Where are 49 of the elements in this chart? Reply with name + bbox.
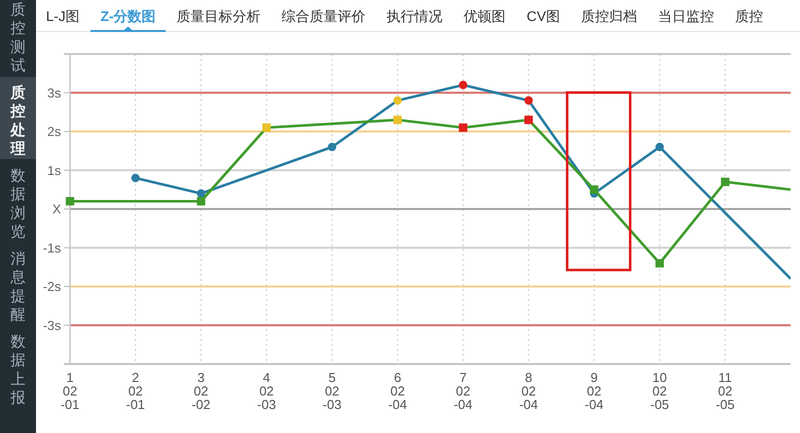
y-tick-label: -1s <box>42 240 62 256</box>
point <box>458 123 468 132</box>
point <box>524 96 533 105</box>
y-tick-label: 1s <box>47 162 62 178</box>
y-tick-label: X <box>52 202 62 216</box>
text: 质控归档 <box>581 8 638 24</box>
text: 质控 <box>735 8 764 24</box>
y-tick-label: 3s <box>47 85 62 100</box>
y-tick-label: -2s <box>42 279 62 294</box>
text: 优顿图 <box>464 8 506 24</box>
point <box>590 185 598 194</box>
point <box>196 197 206 206</box>
text: 质控处理 <box>10 84 26 158</box>
x-tick-label: 3 02 -02 <box>192 370 210 412</box>
y-tick-label: -3s <box>42 318 62 333</box>
text: L-J图 <box>46 8 80 24</box>
x-tick-label: 10 02 -05 <box>650 370 670 412</box>
point <box>66 197 74 206</box>
x-tick-label: 5 02 -03 <box>322 370 342 412</box>
point <box>655 142 664 152</box>
point <box>655 259 664 268</box>
point <box>262 123 271 132</box>
point <box>328 142 336 152</box>
x-tick-label: 8 02 -04 <box>519 370 538 412</box>
point <box>458 80 468 90</box>
text: 当日监控 <box>658 8 714 24</box>
x-tick-label: 6 02 -04 <box>388 370 407 412</box>
x-tick-label: 9 02 -04 <box>584 370 604 412</box>
text: CV图 <box>526 8 560 24</box>
text: 数据上报 <box>10 334 26 407</box>
text: 质控测试 <box>10 2 26 75</box>
x-tick-label: 1 02 -01 <box>60 370 80 412</box>
text: 综合质量评价 <box>282 8 366 24</box>
x-tick-label: 2 02 -01 <box>126 370 145 412</box>
y-tick-label: 2s <box>47 124 62 139</box>
text: 执行情况 <box>386 8 443 24</box>
point <box>196 189 206 198</box>
x-tick-label: 11 02 -05 <box>716 370 735 412</box>
point <box>720 178 730 186</box>
text: 消息提醒 <box>10 250 26 324</box>
point <box>393 96 402 105</box>
x-tick-label: 7 02 -04 <box>454 370 473 412</box>
point <box>131 174 140 182</box>
x-tick-label: 4 02 -03 <box>257 370 276 412</box>
point <box>393 116 402 124</box>
chart-title: Z-分数图 <box>100 8 156 24</box>
point <box>524 116 533 124</box>
text: 数据浏览 <box>10 168 26 241</box>
text: 质量目标分析 <box>176 8 261 24</box>
